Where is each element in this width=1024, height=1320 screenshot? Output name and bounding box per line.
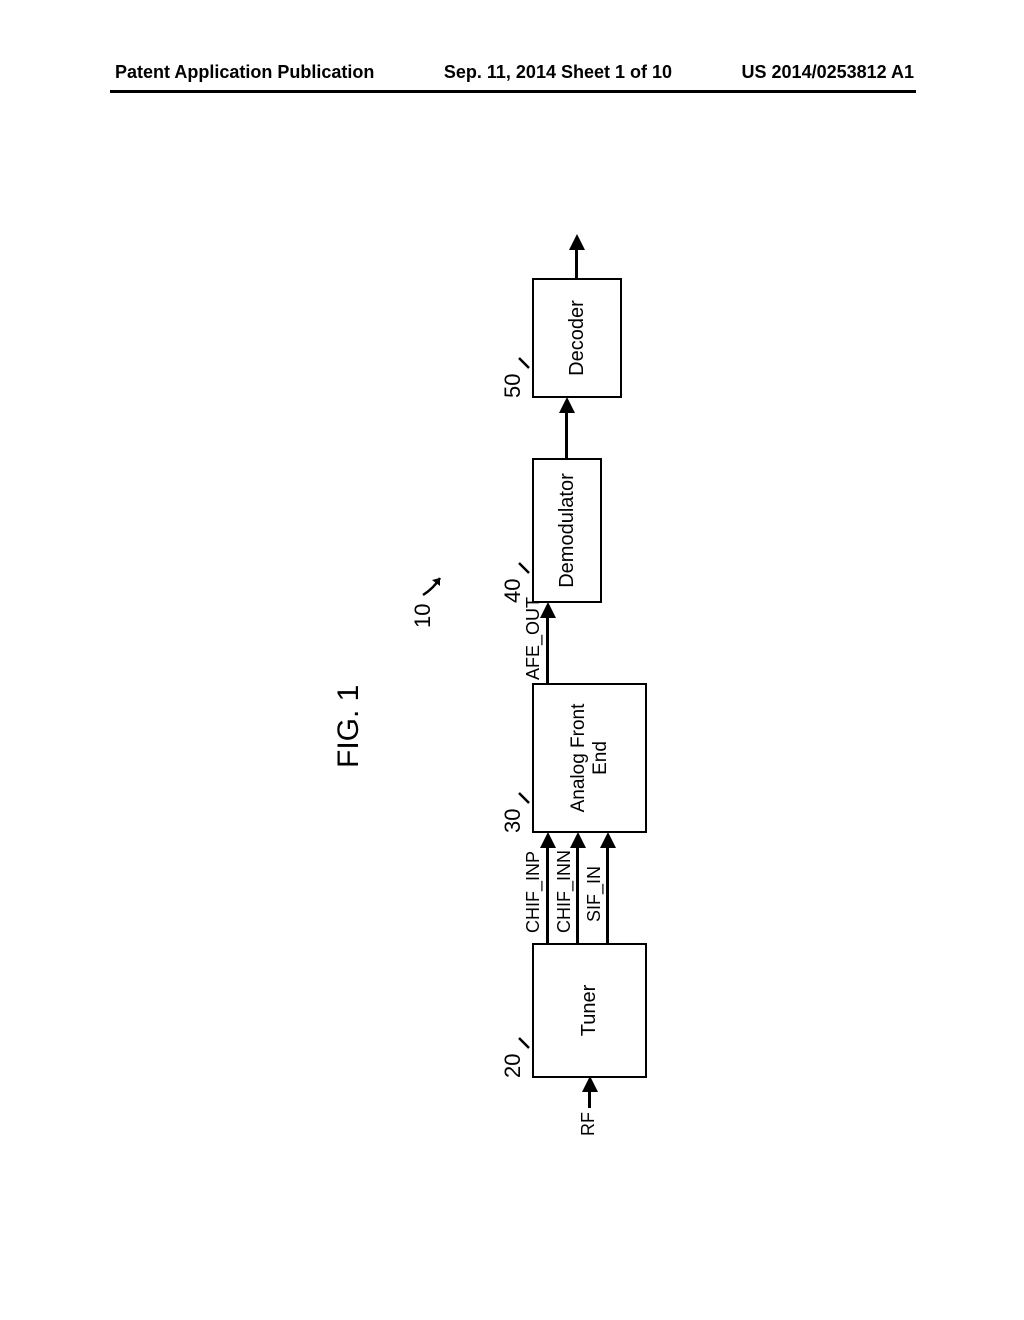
block-decoder: Decoder — [532, 278, 622, 398]
block-demodulator: Demodulator — [532, 458, 602, 603]
header-center: Sep. 11, 2014 Sheet 1 of 10 — [444, 62, 672, 83]
block-afe-label: Analog Front End — [568, 703, 612, 812]
ref-50: 50 — [500, 373, 526, 397]
header-right: US 2014/0253812 A1 — [742, 62, 914, 83]
block-tuner: Tuner — [532, 943, 647, 1078]
figure-label: FIG. 1 — [332, 684, 366, 767]
ref-tick-icon — [517, 1036, 531, 1050]
header-rule — [110, 90, 916, 93]
figure-area: FIG. 1 10 20 30 40 50 Tuner Analog Front… — [145, 195, 879, 1210]
header-left: Patent Application Publication — [115, 62, 374, 83]
ref-tick-icon — [517, 356, 531, 370]
patent-header: Patent Application Publication Sep. 11, … — [0, 62, 1024, 83]
signal-sif-in-label: SIF_IN — [584, 865, 605, 921]
signal-rf-label: RF — [578, 1112, 599, 1136]
ref-tick-icon — [517, 561, 531, 575]
ref-10: 10 — [410, 603, 436, 627]
ref-30: 30 — [500, 808, 526, 832]
block-tuner-label: Tuner — [578, 984, 601, 1036]
block-decoder-label: Decoder — [566, 300, 589, 376]
block-analog-front-end: Analog Front End — [532, 683, 647, 833]
ref-20: 20 — [500, 1053, 526, 1077]
ref-10-hook-icon — [420, 566, 452, 598]
ref-tick-icon — [517, 791, 531, 805]
signal-chif-inp-label: CHIF_INP — [523, 850, 544, 932]
block-demod-label: Demodulator — [556, 473, 579, 588]
block-diagram: FIG. 1 10 20 30 40 50 Tuner Analog Front… — [332, 268, 692, 1138]
signal-chif-inn-label: CHIF_INN — [554, 849, 575, 932]
